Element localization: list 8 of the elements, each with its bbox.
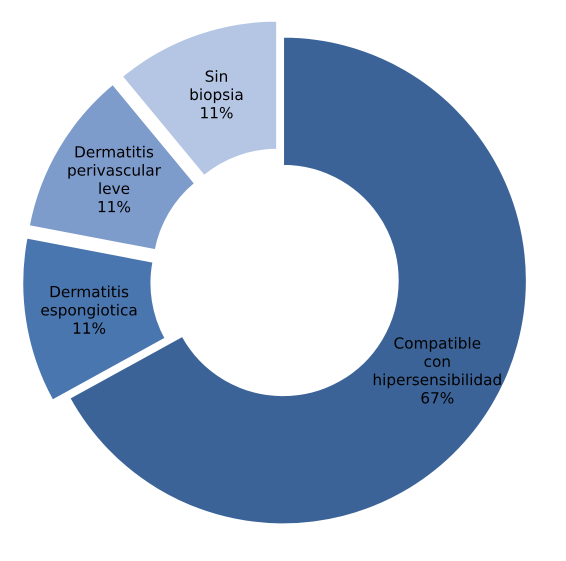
data-label: 11% (201, 106, 233, 118)
slice-label: Compatible con hipersensibilidad (374, 336, 501, 388)
data-label: 11% (74, 322, 106, 334)
slice-label: Dermatitis espongiotica (41, 286, 136, 319)
data-label: 11% (98, 200, 130, 212)
slice-label: Dermatitis perivascular leve (68, 146, 161, 194)
slice-label: Sin biopsia (190, 70, 242, 104)
data-label: 67% (421, 392, 454, 404)
